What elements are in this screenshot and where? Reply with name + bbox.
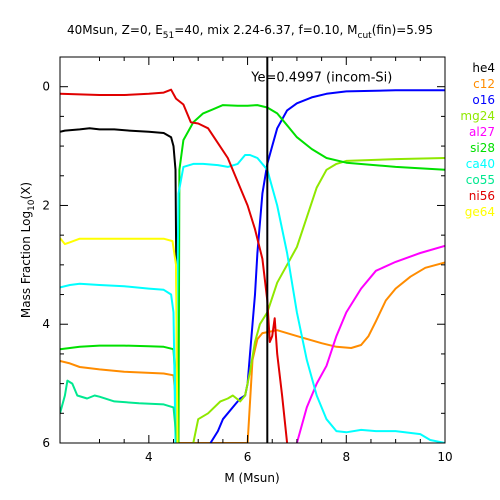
series-line-al27 <box>295 244 445 443</box>
legend-item-o16: o16 <box>472 93 495 107</box>
x-tick-label: 10 <box>437 450 452 464</box>
series-line-mg24 <box>192 157 445 443</box>
series-line-ge64 <box>60 237 179 443</box>
legend-item-ni56: ni56 <box>469 189 495 203</box>
plot-frame <box>59 56 446 444</box>
legend-item-co55: co55 <box>466 173 495 187</box>
legend-item-he4: he4 <box>472 61 495 75</box>
y-tick-label: 4 <box>42 317 50 331</box>
series-line-ni56 <box>60 88 289 443</box>
series-line-ca40 <box>60 154 445 443</box>
y-tick-label: 2 <box>42 198 50 212</box>
legend: he4 c12 o16 mg24 al27 si28 ca40 co55 ni56 ge64 <box>460 61 495 219</box>
ticks-layer: 4 6 8 10 0 2 4 6 <box>42 56 453 464</box>
series-layer <box>60 88 445 443</box>
legend-item-al27: al27 <box>469 125 495 139</box>
series-line-o16 <box>209 89 445 443</box>
x-tick-label: 8 <box>342 450 350 464</box>
series-line-co55 <box>60 379 178 443</box>
y-axis-label: Mass Fraction Log10(X) <box>19 182 37 318</box>
x-tick-label: 6 <box>244 450 252 464</box>
series-line-si28 <box>60 104 445 443</box>
chart-title: 40Msun, Z=0, E51=40, mix 2.24-6.37, f=0.… <box>67 23 433 41</box>
legend-item-c12: c12 <box>473 77 495 91</box>
x-tick-label: 4 <box>145 450 153 464</box>
legend-item-ge64: ge64 <box>465 205 495 219</box>
legend-item-si28: si28 <box>470 141 495 155</box>
x-axis-label: M (Msun) <box>224 471 279 485</box>
legend-item-mg24: mg24 <box>460 109 495 123</box>
y-tick-label: 6 <box>42 436 50 450</box>
y-tick-label: 0 <box>42 80 50 94</box>
series-line-he4 <box>60 127 179 443</box>
legend-item-ca40: ca40 <box>466 157 495 171</box>
annotation-label: Ye=0.4997 (incom-Si) <box>250 71 392 86</box>
